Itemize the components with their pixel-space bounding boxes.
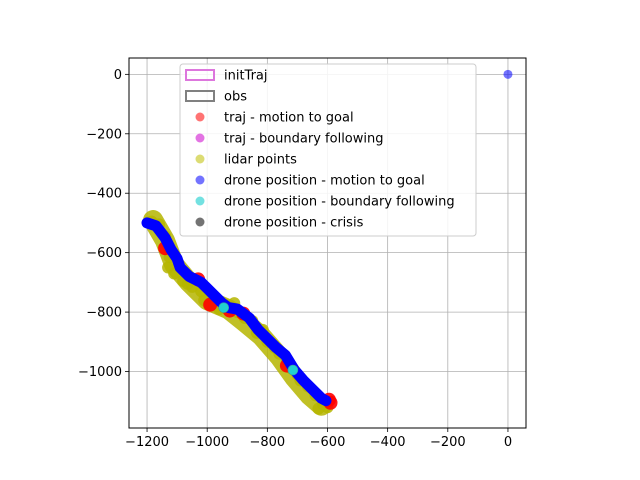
y-tick-label: −400 <box>86 187 122 202</box>
y-tick-label: −600 <box>86 246 122 261</box>
legend-marker <box>195 154 205 164</box>
lidar-point <box>312 402 325 415</box>
y-tick-label: −800 <box>86 306 122 321</box>
x-tick-label: −1200 <box>125 435 169 450</box>
legend-label: traj - boundary following <box>224 132 384 147</box>
x-tick-label: −1000 <box>185 435 229 450</box>
legend-label: traj - motion to goal <box>224 111 354 126</box>
data-points <box>141 69 513 415</box>
legend-marker <box>195 175 205 185</box>
axis-ticks: −1200 −1000 −800 −600 −400 −200 0 0 −200 −400 −600… <box>78 68 512 450</box>
legend-marker <box>195 133 205 143</box>
drone-boundary-point <box>287 364 299 376</box>
legend: initTraj obs traj - motion to goal traj - b… <box>179 63 477 237</box>
x-tick-label: −200 <box>430 435 466 450</box>
legend-label: drone position - boundary following <box>224 195 455 210</box>
legend-box <box>179 63 477 237</box>
legend-label: lidar points <box>224 153 297 168</box>
y-tick-label: 0 <box>114 68 122 83</box>
y-tick-label: −200 <box>86 127 122 142</box>
x-tick-label: −600 <box>310 435 346 450</box>
legend-label: drone position - crisis <box>224 216 364 231</box>
legend-marker <box>195 112 205 122</box>
legend-patch <box>185 90 215 102</box>
x-tick-label: −400 <box>370 435 406 450</box>
drone-motion-point <box>503 69 513 79</box>
y-tick-label: −1000 <box>78 365 122 380</box>
legend-marker <box>195 196 205 206</box>
x-tick-label: 0 <box>504 435 512 450</box>
legend-marker <box>195 217 205 227</box>
legend-patch <box>185 69 215 81</box>
legend-label: initTraj <box>224 69 268 84</box>
x-tick-label: −800 <box>249 435 285 450</box>
legend-label: obs <box>224 90 247 105</box>
drone-boundary-point <box>218 302 230 313</box>
legend-label: drone position - motion to goal <box>224 174 425 189</box>
